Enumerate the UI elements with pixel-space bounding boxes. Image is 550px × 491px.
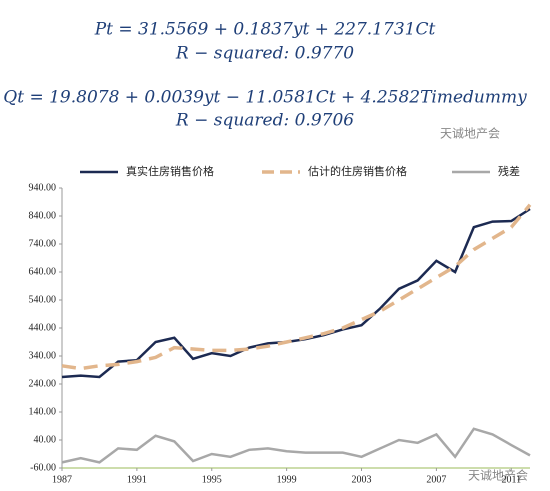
x-tick-label: 2003 bbox=[352, 474, 372, 485]
y-tick-label: 440.00 bbox=[29, 322, 57, 333]
y-tick-label: 840.00 bbox=[29, 210, 57, 221]
series-line bbox=[61, 207, 531, 379]
y-tick-label: 40.00 bbox=[34, 434, 57, 445]
y-tick-label: 940.00 bbox=[29, 182, 57, 193]
y-tick-label: 240.00 bbox=[29, 378, 57, 389]
equation: Qt = 19.8078 + 0.0039yt − 11.0581Ct + 4.… bbox=[3, 88, 527, 108]
x-tick-label: 2011 bbox=[501, 474, 521, 485]
watermark: 天诚地产会 bbox=[468, 469, 528, 483]
legend-label: 残差 bbox=[498, 164, 520, 178]
series-line bbox=[61, 427, 531, 464]
equation: R − squared: 0.9706 bbox=[175, 111, 354, 131]
series-line bbox=[61, 203, 532, 371]
legend-label: 估计的住房销售价格 bbox=[308, 164, 407, 178]
x-tick-label: 1999 bbox=[277, 474, 297, 485]
x-tick-label: 1991 bbox=[127, 474, 147, 485]
watermark: 天诚地产会 bbox=[440, 127, 500, 141]
equation: R − squared: 0.9770 bbox=[175, 44, 354, 64]
y-tick-label: 740.00 bbox=[29, 238, 57, 249]
y-tick-label: 640.00 bbox=[29, 266, 57, 277]
y-tick-label: 140.00 bbox=[29, 406, 57, 417]
y-tick-label: -60.00 bbox=[30, 462, 56, 473]
equation: Pt = 31.5569 + 0.1837yt + 227.1731Ct bbox=[94, 20, 436, 40]
y-tick-label: 340.00 bbox=[29, 350, 57, 361]
x-tick-label: 1995 bbox=[202, 474, 222, 485]
legend-label: 真实住房销售价格 bbox=[126, 164, 214, 178]
y-tick-label: 540.00 bbox=[29, 294, 57, 305]
x-tick-label: 2007 bbox=[426, 474, 446, 485]
x-tick-label: 1987 bbox=[52, 474, 72, 485]
